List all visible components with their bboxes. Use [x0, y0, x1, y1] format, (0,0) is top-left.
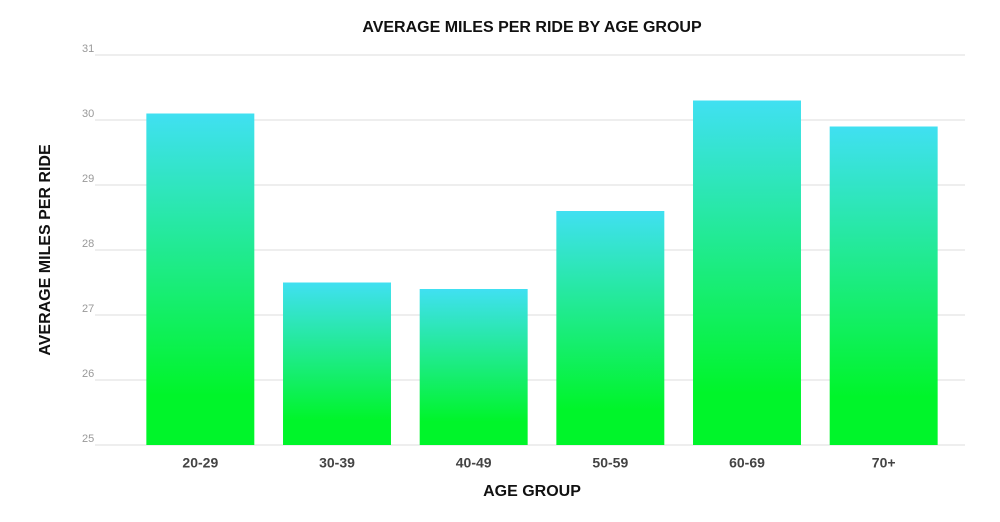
bar [146, 113, 255, 445]
x-tick-label: 40-49 [456, 455, 492, 471]
y-tick-label: 28 [82, 238, 94, 250]
y-tick-label: 29 [82, 173, 94, 185]
chart-title: AVERAGE MILES PER RIDE BY AGE GROUP [362, 19, 702, 36]
x-tick-label: 60-69 [729, 455, 765, 471]
x-tick-label: 30-39 [319, 455, 355, 471]
x-tick-label: 70+ [872, 455, 896, 471]
bar [556, 211, 665, 445]
y-tick-label: 25 [82, 433, 94, 445]
bar [693, 100, 801, 445]
y-tick-label: 26 [82, 368, 94, 380]
y-tick-label: 30 [82, 108, 94, 120]
bar [829, 126, 938, 445]
bar [419, 289, 528, 445]
y-axis-label: AVERAGE MILES PER RIDE [37, 144, 54, 356]
x-tick-label: 50-59 [592, 455, 628, 471]
bar [283, 282, 391, 445]
y-tick-label: 27 [82, 303, 94, 315]
x-tick-label: 20-29 [182, 455, 218, 471]
y-tick-label: 31 [82, 43, 94, 55]
x-axis-label: AGE GROUP [483, 483, 581, 500]
